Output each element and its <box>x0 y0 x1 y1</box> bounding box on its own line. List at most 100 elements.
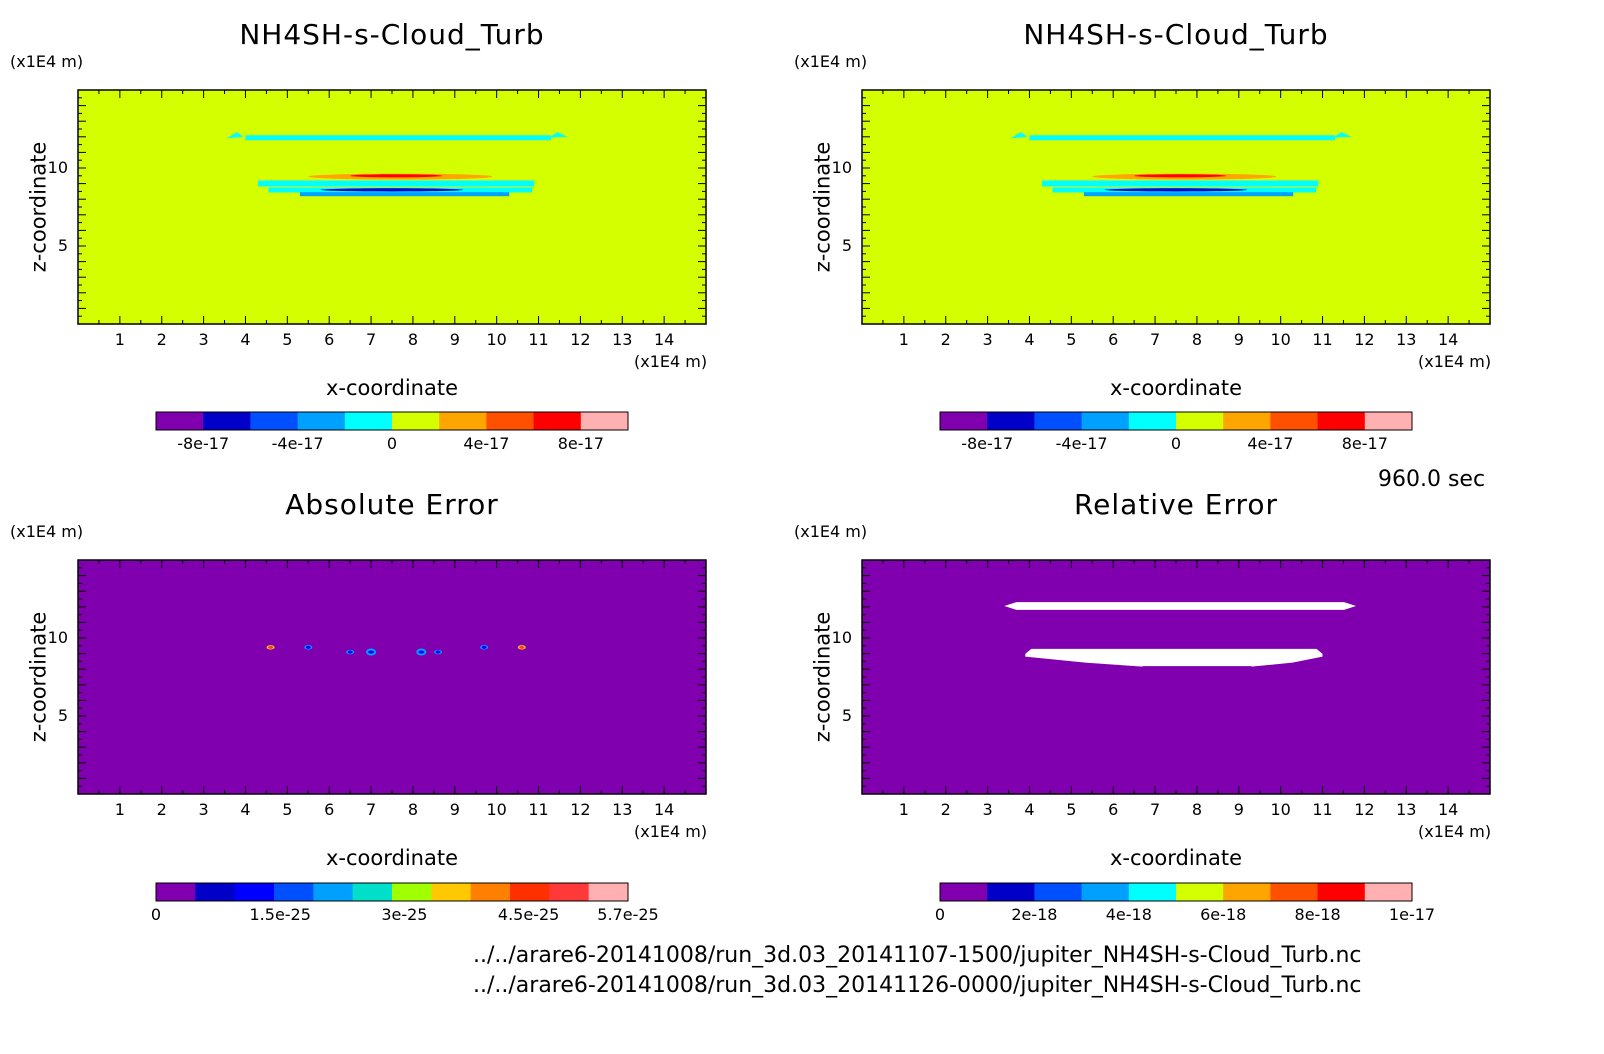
mid-band-3 <box>1083 192 1294 197</box>
hotspot-core <box>368 650 375 654</box>
colorbar-swatch <box>234 883 275 901</box>
cold-core <box>1104 188 1248 192</box>
y-tick-label: 10 <box>831 628 852 647</box>
y-tick-label: 5 <box>57 706 68 725</box>
panel-title: Relative Error <box>1073 488 1279 521</box>
hotspot-core <box>347 650 353 654</box>
x-tick-label: 7 <box>365 800 377 819</box>
x-tick-label: 9 <box>1233 330 1244 349</box>
colorbar-tick-label: 2e-18 <box>1011 905 1058 924</box>
x-tick-label: 14 <box>1437 800 1459 819</box>
colorbar-swatch <box>1034 412 1083 430</box>
wisp-left <box>1010 132 1028 139</box>
y-tick-label: 5 <box>841 236 852 255</box>
x-tick-label: 11 <box>1312 330 1333 349</box>
axis-ticks <box>861 89 1491 325</box>
colorbar-tick-label: 4e-18 <box>1105 905 1152 924</box>
colorbar-frame <box>939 411 1413 431</box>
y-unit-label: (x1E4 m) <box>794 52 868 71</box>
hot-core <box>1134 174 1227 178</box>
plot-area <box>862 90 1490 324</box>
colorbar-swatch <box>156 883 196 901</box>
x-tick-label: 9 <box>449 800 460 819</box>
x-tick-label: 7 <box>1149 330 1161 349</box>
x-tick-label: 3 <box>198 800 209 819</box>
colorbar-swatch <box>250 412 299 430</box>
hotspot-core <box>481 645 487 649</box>
y-tick-label: 10 <box>831 158 852 177</box>
blank-regions <box>1004 602 1357 667</box>
colorbar-swatch <box>987 883 1035 901</box>
x-tick-label: 12 <box>1354 800 1375 819</box>
colorbar-swatch <box>1223 412 1271 430</box>
colorbar <box>155 882 629 902</box>
x-tick-label: 9 <box>1233 800 1244 819</box>
mid-band-1 <box>1042 180 1319 187</box>
colorbar-swatch <box>940 883 988 901</box>
x-tick-label: 2 <box>156 800 167 819</box>
colorbar-tick-label: 0 <box>386 434 398 453</box>
time-label: 960.0 sec <box>1378 467 1486 492</box>
blank-region <box>1004 602 1357 610</box>
x-tick-label: 8 <box>407 800 419 819</box>
colorbar-tick-label: 1e-17 <box>1388 905 1436 924</box>
x-tick-label: 1 <box>114 330 125 349</box>
x-axis-label: x-coordinate <box>1109 376 1243 400</box>
plot-area <box>78 90 706 324</box>
wisp-right <box>549 132 568 138</box>
x-tick-label: 3 <box>982 330 993 349</box>
x-tick-label: 11 <box>528 330 549 349</box>
wisp-right <box>1333 132 1352 138</box>
mid-band-3 <box>299 192 510 197</box>
x-tick-label: 4 <box>1024 330 1035 349</box>
x-tick-label: 13 <box>1396 330 1417 349</box>
x-tick-label: 1 <box>898 330 909 349</box>
colorbar-swatch <box>1317 412 1366 430</box>
x-tick-label: 4 <box>240 330 251 349</box>
x-tick-label: 6 <box>324 330 335 349</box>
colorbar-swatch <box>1176 412 1224 430</box>
axis-ticks <box>77 559 707 795</box>
axis-ticks <box>861 559 1491 795</box>
x-tick-label: 10 <box>1270 330 1291 349</box>
cloud-features <box>226 132 568 197</box>
colorbar-swatch <box>987 412 1035 430</box>
colorbar-swatch <box>580 412 629 430</box>
hotspot-core <box>305 645 311 649</box>
upper-band <box>1029 135 1336 141</box>
colorbar-tick-label: 0 <box>150 905 162 924</box>
y-tick-label: 10 <box>47 158 68 177</box>
x-tick-label: 14 <box>653 800 675 819</box>
panel-title: NH4SH-s-Cloud_Turb <box>239 18 545 51</box>
x-tick-label: 4 <box>240 800 251 819</box>
panel-title: NH4SH-s-Cloud_Turb <box>1023 18 1329 51</box>
wisp-left <box>226 132 244 139</box>
axis-ticks <box>77 89 707 325</box>
panel-2 <box>861 89 1491 431</box>
colorbar-swatch <box>392 883 432 901</box>
colorbar-tick-label: 8e-17 <box>1341 434 1388 453</box>
colorbar-frame <box>155 411 629 431</box>
colorbar-swatch <box>203 412 251 430</box>
x-tick-label: 2 <box>156 330 167 349</box>
colorbar-swatch <box>1364 883 1413 901</box>
upper-band <box>245 135 552 141</box>
x-tick-label: 9 <box>449 330 460 349</box>
x-tick-label: 12 <box>1354 330 1375 349</box>
colorbar-swatch <box>274 883 314 901</box>
file-path-1: ../../arare6-20141008/run_3d.03_20141107… <box>473 943 1362 968</box>
colorbar-tick-label: 3e-25 <box>381 905 428 924</box>
colorbar-swatch <box>352 883 393 901</box>
colorbar-swatch <box>1128 412 1177 430</box>
x-tick-label: 8 <box>1191 330 1203 349</box>
colorbar-tick-label: 0 <box>1170 434 1182 453</box>
colorbar <box>939 411 1413 431</box>
x-unit-label: (x1E4 m) <box>634 822 708 841</box>
x-tick-label: 2 <box>940 330 951 349</box>
y-unit-label: (x1E4 m) <box>794 522 868 541</box>
panel-3 <box>77 559 707 902</box>
colorbar-swatch <box>1270 412 1319 430</box>
colorbar-tick-label: -8e-17 <box>961 434 1014 453</box>
y-unit-label: (x1E4 m) <box>10 52 84 71</box>
x-axis-label: x-coordinate <box>325 846 459 870</box>
